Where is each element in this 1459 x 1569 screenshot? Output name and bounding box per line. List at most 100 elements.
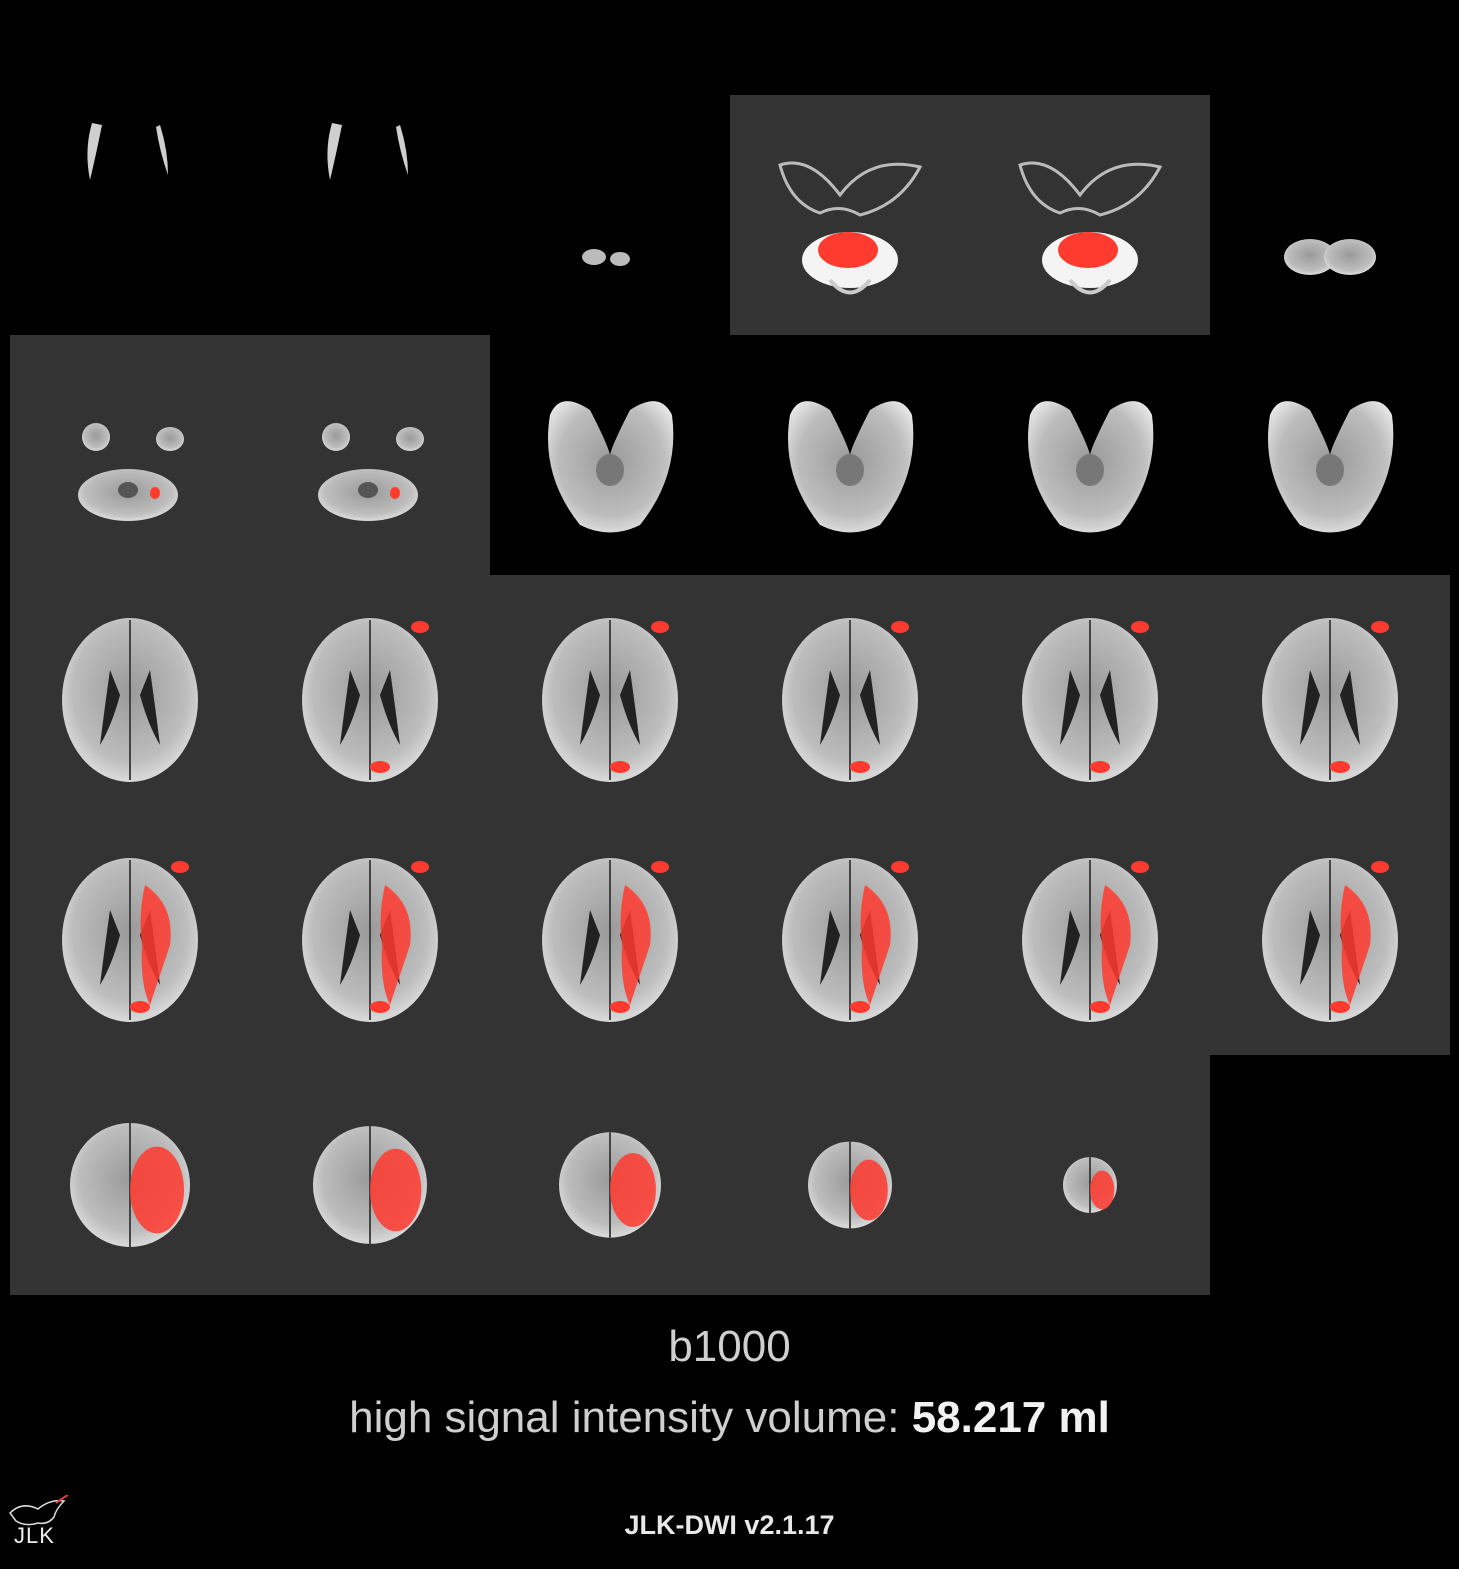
- version-label: JLK-DWI v2.1.17: [624, 1510, 835, 1540]
- lesion-mask: [140, 885, 171, 1005]
- lesion-mask: [860, 885, 891, 1005]
- slice-12: [1210, 335, 1450, 575]
- lesion-mask: [1090, 1170, 1115, 1210]
- logo-text: JLK: [14, 1523, 55, 1548]
- brain-slice-image: [782, 618, 918, 782]
- slice-23: [970, 815, 1210, 1055]
- slice-28: [730, 1055, 970, 1295]
- lesion-mask: [370, 761, 390, 773]
- lesion-mask: [130, 1146, 184, 1234]
- lesion-mask: [651, 861, 669, 873]
- brain-slice-image: [78, 423, 184, 521]
- lesion-mask: [610, 761, 630, 773]
- slice-9: [490, 335, 730, 575]
- slice-16: [730, 575, 970, 815]
- brain-slice-image: [782, 858, 918, 1022]
- brain-slice-image: [1063, 1157, 1117, 1213]
- brain-slice-image: [1262, 858, 1398, 1022]
- lesion-panel-row2: [10, 335, 490, 575]
- brain-slice-image: [1022, 858, 1158, 1022]
- slice-26: [250, 1055, 490, 1295]
- lesion-mask: [130, 1001, 150, 1013]
- brain-slice-image: [788, 401, 914, 533]
- brain-slice-image: [808, 1141, 892, 1229]
- slice-18: [1210, 575, 1450, 815]
- slice-20: [250, 815, 490, 1055]
- lesion-mask: [370, 1148, 422, 1232]
- lesion-mask: [390, 487, 400, 499]
- lesion-mask: [850, 1159, 888, 1221]
- lesion-mask: [850, 1001, 870, 1013]
- lesion-mask: [411, 861, 429, 873]
- lesion-mask: [1100, 885, 1131, 1005]
- lesion-mask: [1340, 885, 1371, 1005]
- lesion-mask: [171, 861, 189, 873]
- slice-7: [10, 335, 250, 575]
- lesion-mask: [620, 885, 651, 1005]
- brain-slice-image: [70, 1123, 190, 1247]
- slice-24: [1210, 815, 1450, 1055]
- brain-slice-image: [778, 161, 923, 295]
- lesion-mask: [1371, 621, 1389, 633]
- lesion-mask: [818, 232, 878, 268]
- slice-11: [970, 335, 1210, 575]
- brain-slice-image: [559, 1132, 661, 1238]
- lesion-mask: [610, 1001, 630, 1013]
- slice-21: [490, 815, 730, 1055]
- slice-25: [10, 1055, 250, 1295]
- brain-slice-image: [62, 858, 198, 1022]
- slice-22: [730, 815, 970, 1055]
- slice-15: [490, 575, 730, 815]
- slice-10: [730, 335, 970, 575]
- sequence-label: b1000: [668, 1322, 791, 1371]
- lesion-mask: [370, 1001, 390, 1013]
- slice-6: [1210, 95, 1450, 335]
- lesion-mask: [610, 1153, 656, 1227]
- slice-5: [970, 95, 1210, 335]
- brain-slice-image: [1022, 618, 1158, 782]
- lesion-panel-rows34: [10, 575, 1450, 1055]
- lesion-mask: [1090, 1001, 1110, 1013]
- slice-2: [250, 95, 490, 335]
- brain-slice-image: [548, 401, 674, 533]
- brain-slice-image: [318, 423, 424, 521]
- volume-readout: high signal intensity volume: 58.217 ml: [0, 1393, 1459, 1443]
- brain-slice-image: [1028, 401, 1154, 533]
- brain-slice-image: [302, 858, 438, 1022]
- volume-label: high signal intensity volume:: [349, 1393, 900, 1442]
- volume-value: 58.217 ml: [911, 1393, 1110, 1442]
- lesion-mask: [1131, 861, 1149, 873]
- slice-4: [730, 95, 970, 335]
- slice-grid: [10, 95, 1450, 1295]
- slice-8: [250, 335, 490, 575]
- brain-slice-image: [313, 1126, 427, 1244]
- slice-13: [10, 575, 250, 815]
- lesion-mask: [1330, 761, 1350, 773]
- slice-27: [490, 1055, 730, 1295]
- lesion-panel-row1: [730, 95, 1210, 335]
- brain-slice-image: [582, 249, 630, 266]
- lesion-mask: [891, 861, 909, 873]
- lesion-mask: [850, 761, 870, 773]
- slice-29: [970, 1055, 1210, 1295]
- brain-slice-image: [87, 123, 168, 180]
- brain-slice-image: [1284, 239, 1376, 275]
- slice-3: [490, 95, 730, 335]
- lesion-mask: [1371, 861, 1389, 873]
- lesion-mask: [1131, 621, 1149, 633]
- lesion-mask: [1090, 761, 1110, 773]
- brain-slice-image: [1262, 618, 1398, 782]
- lesion-mask: [411, 621, 429, 633]
- lesion-mask: [150, 487, 160, 499]
- slice-19: [10, 815, 250, 1055]
- slice-17: [970, 575, 1210, 815]
- brain-slice-image: [1018, 161, 1163, 295]
- slice-1: [10, 95, 250, 335]
- lesion-mask: [651, 621, 669, 633]
- brain-slice-image: [1268, 401, 1394, 533]
- jlk-logo-icon: [9, 1495, 69, 1526]
- brain-slice-image: [542, 618, 678, 782]
- lesion-mask: [891, 621, 909, 633]
- lesion-mask: [1058, 232, 1118, 268]
- lesion-mask: [380, 885, 411, 1005]
